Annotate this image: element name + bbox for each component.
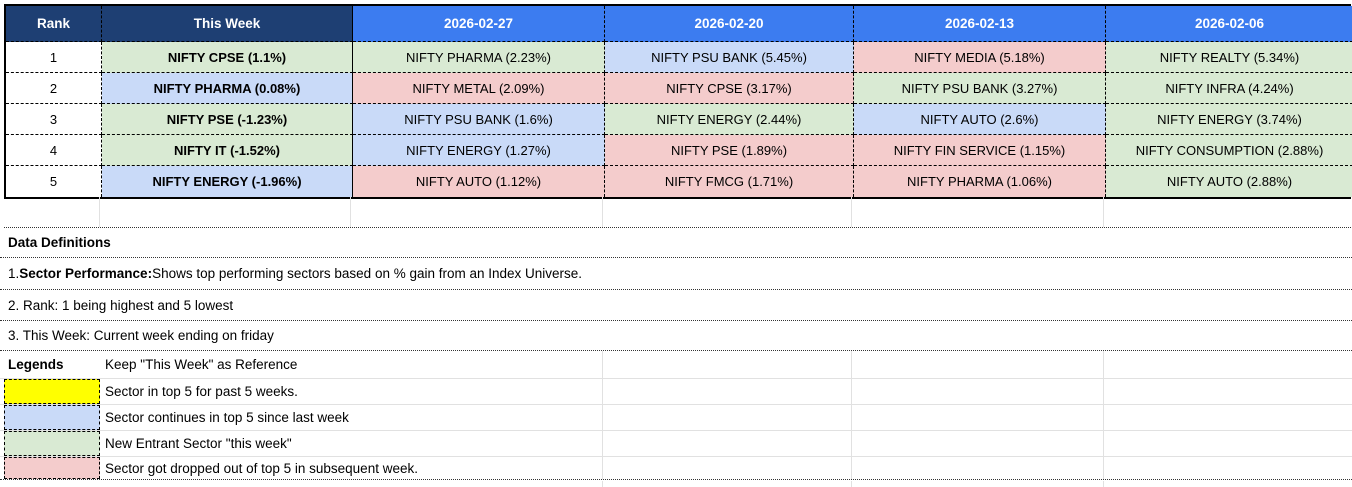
sector-cell[interactable]: NIFTY REALTY (5.34%)	[1106, 42, 1352, 73]
note1-prefix: 1.	[8, 266, 20, 281]
data-definitions-section: Data Definitions 1. Sector Performance: …	[0, 228, 1352, 351]
sector-cell[interactable]: NIFTY ENERGY (3.74%)	[1106, 104, 1352, 135]
sector-cell[interactable]: NIFTY AUTO (2.6%)	[854, 104, 1106, 135]
empty-row	[4, 197, 1351, 228]
sector-cell[interactable]: NIFTY PSE (1.89%)	[605, 135, 854, 166]
rank-cell[interactable]: 5	[6, 166, 102, 197]
sector-cell[interactable]: NIFTY INFRA (4.24%)	[1106, 73, 1352, 104]
sector-cell[interactable]: NIFTY CPSE (3.17%)	[605, 73, 854, 104]
note-rank[interactable]: 2. Rank: 1 being highest and 5 lowest	[0, 290, 1352, 321]
trailing-row	[0, 481, 1352, 487]
sector-cell[interactable]: NIFTY ENERGY (1.27%)	[353, 135, 605, 166]
note-sector-performance[interactable]: 1. Sector Performance: Shows top perform…	[0, 258, 1352, 290]
header-week-2[interactable]: 2026-02-20	[605, 6, 854, 42]
legend-color-swatch[interactable]	[4, 405, 100, 430]
table-row: 3 NIFTY PSE (-1.23%) NIFTY PSU BANK (1.6%)…	[6, 104, 1352, 135]
sector-cell[interactable]: NIFTY PHARMA (0.08%)	[102, 73, 353, 104]
sector-cell[interactable]: NIFTY ENERGY (2.44%)	[605, 104, 854, 135]
header-week-1[interactable]: 2026-02-27	[353, 6, 605, 42]
header-week-4[interactable]: 2026-02-06	[1106, 6, 1352, 42]
table-row: 5 NIFTY ENERGY (-1.96%) NIFTY AUTO (1.12%)…	[6, 166, 1352, 197]
header-rank[interactable]: Rank	[6, 6, 102, 42]
sector-cell[interactable]: NIFTY FIN SERVICE (1.15%)	[854, 135, 1106, 166]
sector-cell[interactable]: NIFTY ENERGY (-1.96%)	[102, 166, 353, 197]
sector-cell[interactable]: NIFTY AUTO (1.12%)	[353, 166, 605, 197]
legends-reference[interactable]: Keep "This Week" as Reference	[100, 351, 603, 378]
legend-row: Sector continues in top 5 since last wee…	[0, 405, 1352, 431]
sector-cell[interactable]: NIFTY PSE (-1.23%)	[102, 104, 353, 135]
sector-cell[interactable]: NIFTY METAL (2.09%)	[353, 73, 605, 104]
legend-rows: Sector in top 5 for past 5 weeks. Sector …	[0, 379, 1352, 480]
legends-section: Legends Keep "This Week" as Reference Se…	[0, 351, 1352, 480]
legend-label[interactable]: Sector in top 5 for past 5 weeks.	[100, 379, 603, 404]
legend-color-swatch[interactable]	[4, 457, 100, 479]
table-row: 4 NIFTY IT (-1.52%) NIFTY ENERGY (1.27%) NI…	[6, 135, 1352, 166]
rank-cell[interactable]: 4	[6, 135, 102, 166]
sector-cell[interactable]: NIFTY PSU BANK (3.27%)	[854, 73, 1106, 104]
table-body: 1 NIFTY CPSE (1.1%) NIFTY PHARMA (2.23%) NI…	[6, 42, 1352, 197]
sector-cell[interactable]: NIFTY PHARMA (1.06%)	[854, 166, 1106, 197]
table-row: 1 NIFTY CPSE (1.1%) NIFTY PHARMA (2.23%) NI…	[6, 42, 1352, 73]
legends-header-row: Legends Keep "This Week" as Reference	[0, 351, 1352, 379]
sector-cell[interactable]: NIFTY PSU BANK (1.6%)	[353, 104, 605, 135]
legend-label[interactable]: Sector continues in top 5 since last wee…	[100, 405, 603, 430]
legends-title[interactable]: Legends	[8, 357, 64, 372]
note-this-week[interactable]: 3. This Week: Current week ending on fri…	[0, 321, 1352, 351]
note1-term: Sector Performance:	[19, 266, 153, 281]
table-row: 2 NIFTY PHARMA (0.08%) NIFTY METAL (2.09%)…	[6, 73, 1352, 104]
legend-row: Sector in top 5 for past 5 weeks.	[0, 379, 1352, 405]
table-header-row: Rank This Week 2026-02-27 2026-02-20 202…	[6, 6, 1352, 42]
header-this-week[interactable]: This Week	[102, 6, 353, 42]
note1-text: Shows top performing sectors based on % …	[152, 266, 583, 281]
data-definitions-title[interactable]: Data Definitions	[0, 228, 1352, 258]
rank-cell[interactable]: 2	[6, 73, 102, 104]
sector-cell[interactable]: NIFTY AUTO (2.88%)	[1106, 166, 1352, 197]
legend-row: Sector got dropped out of top 5 in subse…	[0, 457, 1352, 480]
legend-row: New Entrant Sector "this week"	[0, 431, 1352, 457]
legend-label[interactable]: Sector got dropped out of top 5 in subse…	[100, 457, 603, 479]
legend-color-swatch[interactable]	[4, 379, 100, 404]
sector-cell[interactable]: NIFTY CONSUMPTION (2.88%)	[1106, 135, 1352, 166]
rank-cell[interactable]: 3	[6, 104, 102, 135]
sector-cell[interactable]: NIFTY MEDIA (5.18%)	[854, 42, 1106, 73]
sector-performance-table: Rank This Week 2026-02-27 2026-02-20 202…	[4, 4, 1352, 199]
legend-label[interactable]: New Entrant Sector "this week"	[100, 431, 603, 456]
sector-cell[interactable]: NIFTY CPSE (1.1%)	[102, 42, 353, 73]
header-week-3[interactable]: 2026-02-13	[854, 6, 1106, 42]
sector-cell[interactable]: NIFTY PHARMA (2.23%)	[353, 42, 605, 73]
sector-cell[interactable]: NIFTY IT (-1.52%)	[102, 135, 353, 166]
legend-color-swatch[interactable]	[4, 431, 100, 456]
rank-cell[interactable]: 1	[6, 42, 102, 73]
sector-cell[interactable]: NIFTY FMCG (1.71%)	[605, 166, 854, 197]
sector-cell[interactable]: NIFTY PSU BANK (5.45%)	[605, 42, 854, 73]
